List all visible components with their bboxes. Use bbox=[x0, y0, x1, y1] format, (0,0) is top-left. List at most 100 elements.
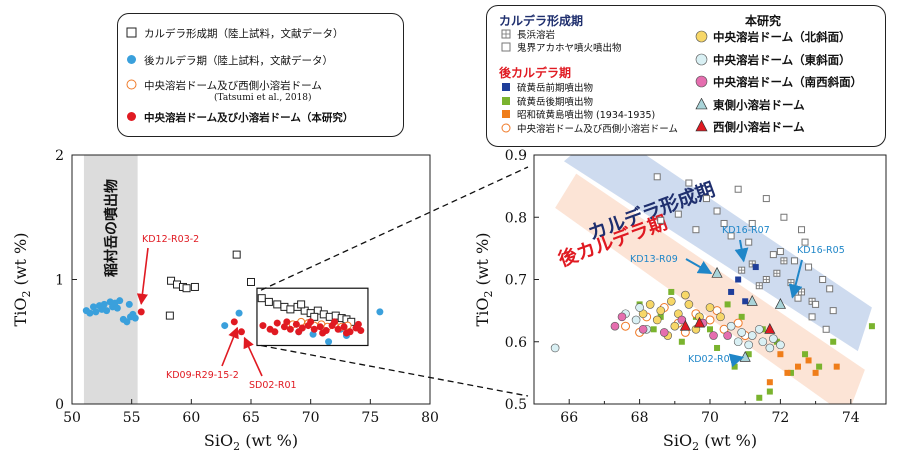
data-point-circle-open bbox=[705, 315, 715, 325]
data-point-circle bbox=[681, 290, 690, 300]
shaded-region bbox=[83, 155, 138, 404]
y-axis-title: TiO2 (wt %) bbox=[11, 233, 33, 327]
data-point-circle bbox=[295, 328, 303, 336]
data-point-triangle bbox=[774, 298, 786, 309]
legend-marker-circle bbox=[127, 55, 136, 64]
annotation-label: KD09-R29-15-2 bbox=[166, 370, 239, 381]
legend-marker-circle bbox=[695, 53, 708, 65]
data-point-square-open bbox=[790, 257, 798, 265]
data-point-circle bbox=[744, 340, 754, 350]
data-point-circle bbox=[125, 300, 133, 308]
data-point-square-open bbox=[182, 284, 191, 293]
shaded-region-label: 稲村岳の噴出物 bbox=[103, 179, 120, 277]
data-point-square-open bbox=[762, 195, 770, 203]
data-point-square-cross bbox=[798, 288, 806, 296]
legend-label: 長浜溶岩 bbox=[517, 30, 556, 41]
data-point-square-open bbox=[720, 219, 728, 227]
annotation-label: KD12-R03-2 bbox=[142, 234, 199, 245]
y-tick-label: 0.5 bbox=[505, 397, 527, 413]
data-point-circle bbox=[758, 337, 768, 347]
data-point-square-cross bbox=[773, 269, 781, 277]
data-point-square bbox=[787, 369, 794, 376]
data-point-square bbox=[777, 351, 784, 358]
data-point-square-open bbox=[657, 216, 665, 224]
data-point-circle bbox=[131, 314, 139, 322]
data-point-square bbox=[714, 344, 721, 351]
annotation-arrow bbox=[136, 247, 149, 305]
data-point-square-open bbox=[748, 219, 756, 227]
data-point-circle bbox=[659, 328, 669, 337]
data-point-square-open bbox=[685, 179, 693, 187]
legend-label: 中央溶岩ドーム及び西側小溶岩ドーム bbox=[517, 123, 678, 135]
data-point-triangle bbox=[679, 319, 691, 331]
data-point-square-open bbox=[745, 238, 753, 246]
x-tick-label: 72 bbox=[771, 410, 789, 426]
data-point-square bbox=[795, 363, 801, 370]
legend-label: 中央溶岩ドーム及び西側小溶岩ドーム bbox=[144, 80, 322, 92]
data-point-circle bbox=[765, 343, 775, 353]
data-point-square-open bbox=[190, 282, 199, 291]
data-point-circle bbox=[652, 315, 662, 325]
zoom-connectors bbox=[260, 166, 529, 397]
data-point-square-open bbox=[829, 307, 837, 315]
data-point-circle bbox=[747, 331, 757, 340]
data-point-square-open bbox=[232, 250, 241, 259]
x-axis-title: SiO2 (wt %) bbox=[663, 431, 757, 453]
data-point-square-open bbox=[734, 185, 742, 193]
annotation-label: SD02-R01 bbox=[249, 380, 297, 391]
data-point-circle bbox=[235, 309, 243, 317]
connector-top bbox=[260, 166, 529, 291]
data-point-square-open bbox=[692, 226, 700, 234]
data-point-square bbox=[802, 351, 809, 358]
x-tick-label: 80 bbox=[421, 410, 439, 426]
data-point-circle bbox=[103, 307, 111, 315]
data-point-square bbox=[812, 369, 819, 376]
annotation-label: KD16-R07 bbox=[722, 225, 770, 236]
x-tick-label: 60 bbox=[182, 410, 200, 426]
data-point-circle bbox=[617, 312, 627, 322]
data-point-square bbox=[756, 394, 763, 401]
legend-caldera-header: カルデラ形成期 bbox=[499, 14, 584, 28]
data-point-square-open bbox=[713, 207, 721, 215]
data-point-circle bbox=[709, 331, 718, 340]
data-point-square bbox=[816, 363, 823, 370]
data-point-circle bbox=[635, 303, 644, 312]
data-point-triangle bbox=[746, 294, 758, 306]
legend-marker-square-open bbox=[126, 27, 137, 38]
x-tick-label: 75 bbox=[361, 410, 379, 426]
legend-marker-shape bbox=[501, 123, 511, 132]
data-point-square bbox=[650, 326, 657, 333]
x-tick-label: 68 bbox=[631, 410, 649, 426]
legend-marker-square bbox=[502, 110, 510, 118]
data-point-circle bbox=[334, 325, 342, 333]
data-point-square-open bbox=[805, 263, 813, 271]
legend-label: 中央溶岩ドーム（北斜面） bbox=[713, 30, 851, 44]
data-point-square-open bbox=[798, 226, 806, 234]
x-tick-label: 70 bbox=[701, 410, 719, 426]
data-point-square bbox=[742, 298, 749, 305]
data-point-circle bbox=[92, 308, 100, 316]
data-point-square-open bbox=[776, 247, 784, 255]
data-point-circle bbox=[705, 303, 715, 312]
legend-marker-shape bbox=[127, 112, 136, 121]
chart-overview: 稲村岳の噴出物 50 55 60 65 70 75 80 0 1 2 SiO2 (wt %) TiO2 … bbox=[11, 148, 439, 453]
band-post-caldera bbox=[555, 173, 865, 404]
data-point-square bbox=[724, 301, 731, 308]
data-point-square-open bbox=[247, 277, 255, 286]
data-point-circle-open bbox=[621, 321, 631, 331]
data-point-square-cross bbox=[780, 257, 788, 265]
data-point-square-open bbox=[801, 238, 809, 246]
data-point-circle bbox=[307, 318, 315, 326]
data-point-circle bbox=[123, 318, 131, 326]
legend-post-header: 後カルデラ期 bbox=[499, 66, 572, 80]
legend-marker-shape bbox=[502, 83, 510, 91]
data-point-square-open bbox=[769, 251, 777, 259]
data-point-circle bbox=[610, 321, 620, 331]
legend-marker-square bbox=[502, 83, 510, 91]
legend-study-header: 本研究 bbox=[745, 14, 782, 28]
data-point-square bbox=[745, 351, 752, 358]
data-point-circle-open bbox=[733, 318, 743, 328]
data-point-circle bbox=[113, 304, 121, 312]
x-tick-label: 65 bbox=[242, 410, 260, 426]
